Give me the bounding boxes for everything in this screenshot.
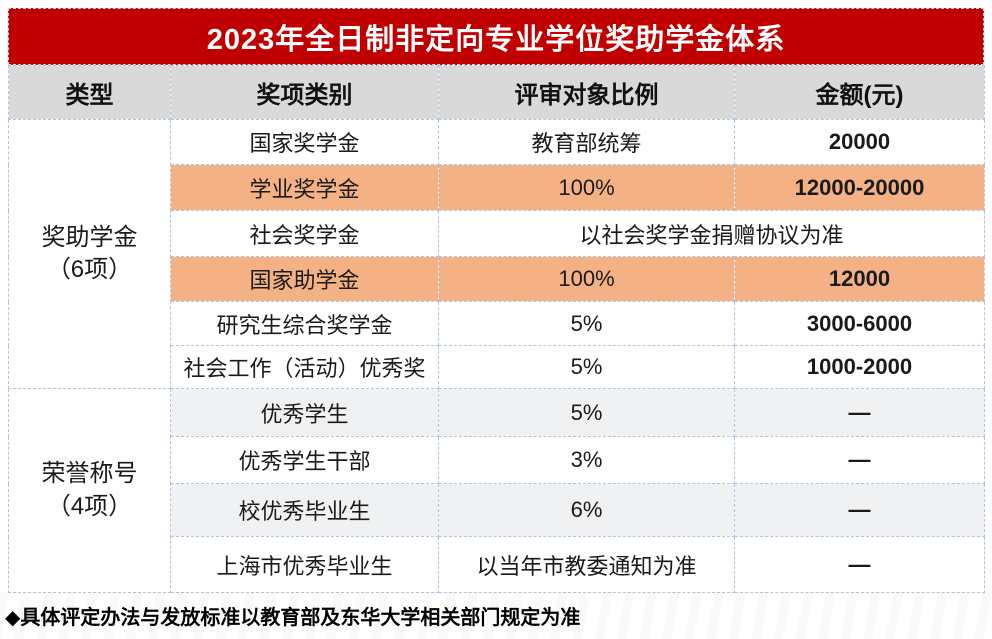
review-ratio: 教育部统筹: [438, 119, 735, 165]
amount-value: 3000-6000: [734, 301, 985, 346]
amount-dash: —: [734, 436, 985, 484]
table-row: 社会奖学金 以社会奖学金捐赠协议为准: [9, 210, 985, 257]
award-name: 国家奖学金: [170, 119, 439, 165]
table-row: 社会工作（活动）优秀奖 5% 1000-2000: [9, 345, 985, 389]
category-label: 奖助学金: [41, 223, 138, 251]
header-cell-amount: 金额(元): [734, 65, 985, 120]
header-cell-ratio: 评审对象比例: [438, 65, 735, 120]
review-ratio: 3%: [438, 436, 735, 484]
category-note: （6项）: [46, 256, 133, 283]
table-row-highlighted: 国家助学金 100% 12000: [9, 256, 985, 302]
award-name: 国家助学金: [170, 256, 439, 302]
category-cell-scholarships: 奖助学金 （6项）: [8, 119, 171, 389]
review-ratio: 5%: [438, 345, 735, 389]
page-title: 2023年全日制非定向专业学位奖助学金体系: [206, 23, 786, 56]
award-name: 社会奖学金: [170, 210, 439, 257]
award-name: 上海市优秀毕业生: [170, 536, 439, 593]
review-ratio: 6%: [438, 483, 735, 537]
review-ratio: 100%: [438, 256, 735, 302]
amount-value: 12000-20000: [734, 164, 985, 211]
table-row-shaded: 荣誉称号 （4项） 优秀学生 5% —: [8, 388, 985, 593]
merged-ratio-amount-note: 以社会奖学金捐赠协议为准: [438, 210, 985, 257]
review-ratio: 以当年市教委通知为准: [438, 536, 735, 593]
title-banner: 2023年全日制非定向专业学位奖助学金体系: [8, 8, 984, 65]
amount-value: 20000: [734, 119, 985, 165]
award-name: 优秀学生: [170, 388, 439, 437]
award-name: 学业奖学金: [170, 164, 439, 211]
amount-dash: —: [734, 536, 985, 593]
category-label: 荣誉称号: [41, 460, 138, 488]
footer-note: ◆具体评定办法与发放标准以教育部及东华大学相关部门规定为准: [5, 607, 581, 629]
scholarship-table: 类型 奖项类别 评审对象比例 金额(元) 奖助学金 （6项） 国家奖学金 教育部…: [8, 65, 985, 593]
category-cell-honors: 荣誉称号 （4项）: [8, 388, 171, 593]
table-row: 研究生综合奖学金 5% 3000-6000: [9, 301, 985, 346]
table-row: 上海市优秀毕业生 以当年市教委通知为准 —: [9, 536, 985, 593]
amount-dash: —: [734, 483, 985, 537]
table-row-shaded: 校优秀毕业生 6% —: [9, 483, 985, 537]
footer-band: ◆具体评定办法与发放标准以教育部及东华大学相关部门规定为准: [0, 592, 992, 639]
amount-value: 12000: [734, 256, 985, 302]
header-cell-award: 奖项类别: [170, 65, 439, 120]
table-row: 奖助学金 （6项） 国家奖学金 教育部统筹 20000: [8, 119, 985, 389]
review-ratio: 5%: [438, 301, 735, 346]
award-name: 社会工作（活动）优秀奖: [170, 345, 439, 389]
table-row: 优秀学生干部 3% —: [9, 436, 985, 484]
award-name: 优秀学生干部: [170, 436, 439, 484]
review-ratio: 5%: [438, 388, 735, 437]
review-ratio: 100%: [438, 164, 735, 211]
table-row-highlighted: 学业奖学金 100% 12000-20000: [9, 164, 985, 211]
header-cell-type: 类型: [8, 65, 171, 120]
amount-dash: —: [734, 388, 985, 437]
amount-value: 1000-2000: [734, 345, 985, 389]
award-name: 研究生综合奖学金: [170, 301, 439, 346]
award-name: 校优秀毕业生: [170, 483, 439, 537]
scholarship-table-block: 2023年全日制非定向专业学位奖助学金体系 类型 奖项类别 评审对象比例 金额(…: [8, 8, 985, 593]
category-note: （4项）: [46, 492, 133, 520]
table-header-row: 类型 奖项类别 评审对象比例 金额(元): [8, 65, 985, 120]
